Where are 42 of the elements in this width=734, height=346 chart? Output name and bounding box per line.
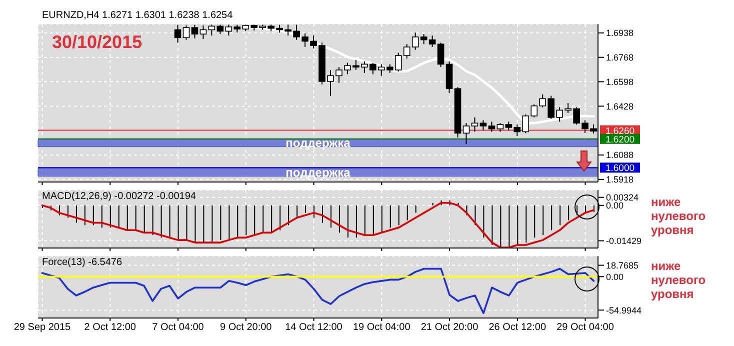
ref-line-label: 1.6000 <box>605 163 635 174</box>
band-label: поддержка <box>286 165 351 180</box>
candlestick <box>462 122 470 144</box>
x-tick-label: 2 Oct 12:00 <box>84 322 136 334</box>
candlestick <box>471 116 478 132</box>
text: ниже нулевого уровня <box>651 195 707 238</box>
x-tick-label: 9 Oct 20:00 <box>220 322 272 334</box>
candlestick <box>437 42 444 68</box>
y-tick-label: 0.00 <box>606 200 624 211</box>
x-tick-label: 19 Oct 04:00 <box>353 322 411 334</box>
y-tick-label: 1.6088 <box>606 150 634 160</box>
x-tick-label: 21 Oct 20:00 <box>420 322 479 334</box>
text: ниже нулевого уровня <box>651 259 707 302</box>
y-tick-label: -0.01429 <box>606 236 642 246</box>
chart-title: Force(13) -6.5476 <box>42 257 122 268</box>
ref-line-label: 1.6260 <box>605 126 635 137</box>
x-tick-label: 14 Oct 12:00 <box>285 322 343 334</box>
ref-line-label: 1.6200 <box>605 134 635 146</box>
candlestick <box>174 24 182 44</box>
band-label: поддержка <box>286 136 351 150</box>
candlestick <box>191 24 198 39</box>
y-tick-label: 1.6428 <box>606 101 634 112</box>
candlestick <box>488 121 496 132</box>
candlestick <box>480 120 487 131</box>
y-tick-label: -54.9944 <box>606 305 642 316</box>
y-tick-label: 0.00 <box>606 272 624 282</box>
y-tick-label: 1.6938 <box>606 28 634 38</box>
candlestick <box>420 34 428 45</box>
chart-title: EURNZD,H4 1.6271 1.6301 1.6238 1.6254 <box>42 10 233 21</box>
y-tick-label: 18.7685 <box>606 260 639 270</box>
x-tick-label: 7 Oct 04:00 <box>152 322 204 334</box>
x-tick-label: 29 Sep 2015 <box>14 322 72 334</box>
candlestick <box>216 24 224 35</box>
y-tick-label: 1.5918 <box>606 174 634 185</box>
chart-title: MACD(12,26,9) -0.00272 -0.00194 <box>42 191 196 202</box>
y-tick-label: 1.6598 <box>606 76 634 87</box>
x-tick-label: 26 Oct 12:00 <box>488 322 546 334</box>
x-tick-label: 29 Oct 04:00 <box>556 322 614 334</box>
candlestick <box>428 34 436 48</box>
y-tick-label: 1.6768 <box>606 52 634 63</box>
annotation: 30/10/2015 <box>52 32 144 53</box>
y-tick-label: 0.00324 <box>606 192 639 203</box>
